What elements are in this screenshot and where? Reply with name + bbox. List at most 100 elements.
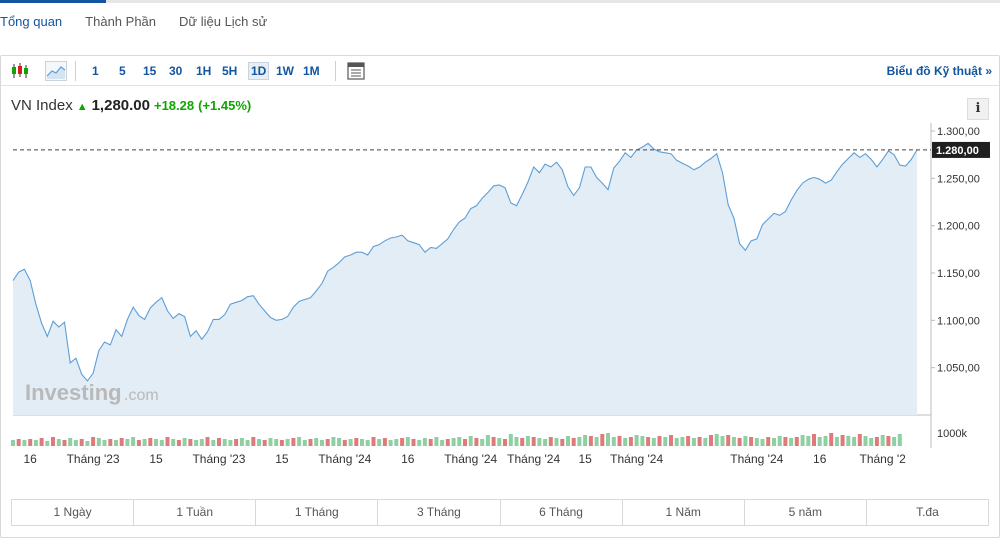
- volume-bar: [783, 437, 788, 446]
- volume-bar: [451, 438, 456, 446]
- toolbar-divider: [335, 61, 336, 81]
- tab-historical-data[interactable]: Dữ liệu Lịch sử: [179, 14, 268, 29]
- x-tick-label: Tháng '23: [67, 452, 120, 466]
- interval-15[interactable]: 15: [143, 64, 157, 78]
- volume-bar: [102, 440, 107, 446]
- volume-bar: [337, 438, 342, 446]
- area-chart-icon[interactable]: [45, 61, 67, 81]
- interval-30[interactable]: 30: [169, 64, 183, 78]
- volume-bar: [45, 441, 50, 446]
- volume-bar: [22, 440, 27, 446]
- interval-5h[interactable]: 5H: [222, 64, 238, 78]
- x-tick-label: Tháng '24: [730, 452, 783, 466]
- interval-1d[interactable]: 1D: [248, 62, 270, 80]
- y-tick-label: 1.150,00: [937, 268, 980, 280]
- volume-bar: [691, 438, 696, 446]
- volume-bar: [743, 436, 748, 446]
- volume-bar: [394, 439, 399, 446]
- tab-components[interactable]: Thành Phần: [85, 14, 157, 29]
- volume-bar: [234, 439, 239, 446]
- up-arrow-icon: ▲: [76, 101, 88, 113]
- volume-bar: [760, 439, 765, 446]
- volume-bar: [262, 440, 267, 446]
- last-price-tag: [932, 141, 990, 158]
- volume-bar: [852, 437, 857, 446]
- volume-bar: [194, 440, 199, 446]
- volume-bar: [325, 439, 330, 446]
- price-change-percent: (+1.45%): [198, 98, 252, 113]
- chart-toolbar: 1 5 15 30 1H 5H 1D 1W 1M Biểu đồ Kỹ thuậ…: [1, 56, 999, 86]
- volume-bar: [497, 438, 502, 446]
- top-rule: [0, 0, 1000, 3]
- range-1-year[interactable]: 1 Năm: [623, 500, 745, 525]
- volume-bar: [457, 437, 462, 446]
- volume-bar: [669, 435, 673, 446]
- volume-bar: [417, 440, 422, 446]
- range-6-months[interactable]: 6 Tháng: [501, 500, 623, 525]
- range-5-years[interactable]: 5 năm: [745, 500, 867, 525]
- volume-bar: [314, 438, 319, 446]
- interval-5[interactable]: 5: [119, 64, 126, 78]
- volume-bar: [554, 438, 559, 446]
- table-icon[interactable]: [346, 61, 368, 81]
- x-tick-label: 16: [813, 452, 827, 466]
- tab-overview[interactable]: Tổng quan: [0, 14, 63, 29]
- range-1-month[interactable]: 1 Tháng: [256, 500, 379, 525]
- volume-bar: [342, 440, 347, 446]
- volume-bar: [297, 437, 302, 446]
- range-1-week[interactable]: 1 Tuần: [134, 500, 257, 525]
- toolbar-divider: [75, 61, 76, 81]
- interval-1[interactable]: 1: [92, 64, 99, 78]
- x-tick-label: Tháng '24: [507, 452, 560, 466]
- info-button[interactable]: i: [967, 98, 989, 120]
- volume-bar: [537, 438, 542, 446]
- volume-bar: [863, 436, 868, 446]
- candlestick-icon[interactable]: [9, 61, 31, 81]
- interval-1w[interactable]: 1W: [276, 64, 294, 78]
- active-tab-indicator: [0, 0, 106, 3]
- interval-1h[interactable]: 1H: [196, 64, 212, 78]
- volume-bar: [136, 440, 141, 446]
- range-1-day[interactable]: 1 Ngày: [12, 500, 135, 525]
- price-area-fill: [13, 143, 917, 416]
- volume-bar: [131, 437, 136, 446]
- y-tick-label: 1.050,00: [937, 363, 980, 375]
- volume-bar: [62, 440, 67, 446]
- y-tick-label: 1.100,00: [937, 315, 980, 327]
- volume-bar: [737, 438, 742, 446]
- volume-bar: [566, 436, 570, 446]
- volume-bar: [680, 437, 685, 446]
- volume-bar: [525, 436, 530, 446]
- volume-bar: [531, 437, 536, 446]
- investing-logo-suffix: .com: [124, 387, 159, 404]
- volume-bar: [800, 435, 805, 446]
- volume-bar: [154, 439, 158, 446]
- price-line: [12, 142, 918, 382]
- range-3-months[interactable]: 3 Tháng: [378, 500, 501, 525]
- volume-bar: [714, 434, 719, 446]
- volume-bar: [159, 440, 164, 446]
- volume-bar: [422, 438, 427, 446]
- x-tick-label: 16: [401, 452, 415, 466]
- y-tick-label: 1.200,00: [937, 221, 980, 233]
- volume-bar: [846, 436, 851, 446]
- volume-bar: [205, 437, 210, 446]
- y-tick-label: 1.250,00: [937, 173, 980, 185]
- volume-bar: [388, 440, 393, 446]
- y-tick-label: 1.300,00: [937, 126, 980, 138]
- x-tick-label: Tháng '24: [444, 452, 497, 466]
- volume-bar: [703, 438, 708, 446]
- volume-bar: [594, 437, 599, 446]
- volume-bar: [749, 437, 754, 446]
- volume-bar: [794, 437, 799, 446]
- last-price: 1,280.00: [91, 97, 150, 114]
- interval-1m[interactable]: 1M: [303, 64, 320, 78]
- volume-bar: [869, 438, 874, 446]
- volume-bar: [588, 436, 593, 446]
- volume-bar: [543, 439, 548, 446]
- volume-bar: [33, 440, 38, 446]
- volume-bar: [651, 438, 656, 446]
- volume-bar: [571, 438, 576, 446]
- range-max[interactable]: T.đa: [916, 505, 939, 519]
- technical-chart-link[interactable]: Biểu đồ Kỹ thuật »: [887, 64, 992, 78]
